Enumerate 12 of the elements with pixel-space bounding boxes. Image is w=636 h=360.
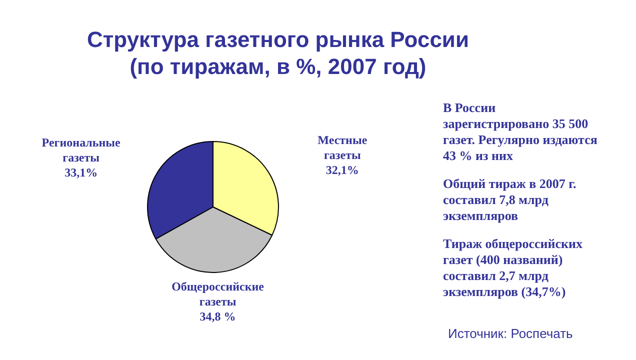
text: Общий тираж в 2007 г. составил 7,8 млрд экземпляров bbox=[443, 176, 578, 224]
data-label: 33,1% bbox=[64, 166, 98, 180]
data-label: 34,8 % bbox=[200, 310, 236, 324]
data-label: 32,1% bbox=[326, 163, 359, 178]
text: Тираж общероссийских газет (400 названий) составил 2,7 млрд экземпляров (34,7%) bbox=[443, 236, 584, 300]
slice-label: Местные газеты bbox=[318, 133, 368, 162]
text: Источник: Роспечать bbox=[448, 326, 573, 341]
text: В России зарегистрировано 35 500 газет. Регулярно издаются 43 % из них bbox=[443, 100, 598, 164]
slice-label: Общероссийские газеты bbox=[172, 280, 265, 309]
slice-label: Региональные газеты bbox=[42, 136, 122, 165]
chart-title: Структура газетного рынка России bbox=[86, 26, 470, 53]
chart-subtitle: (по тиражам, в %, 2007 год) bbox=[128, 53, 428, 80]
